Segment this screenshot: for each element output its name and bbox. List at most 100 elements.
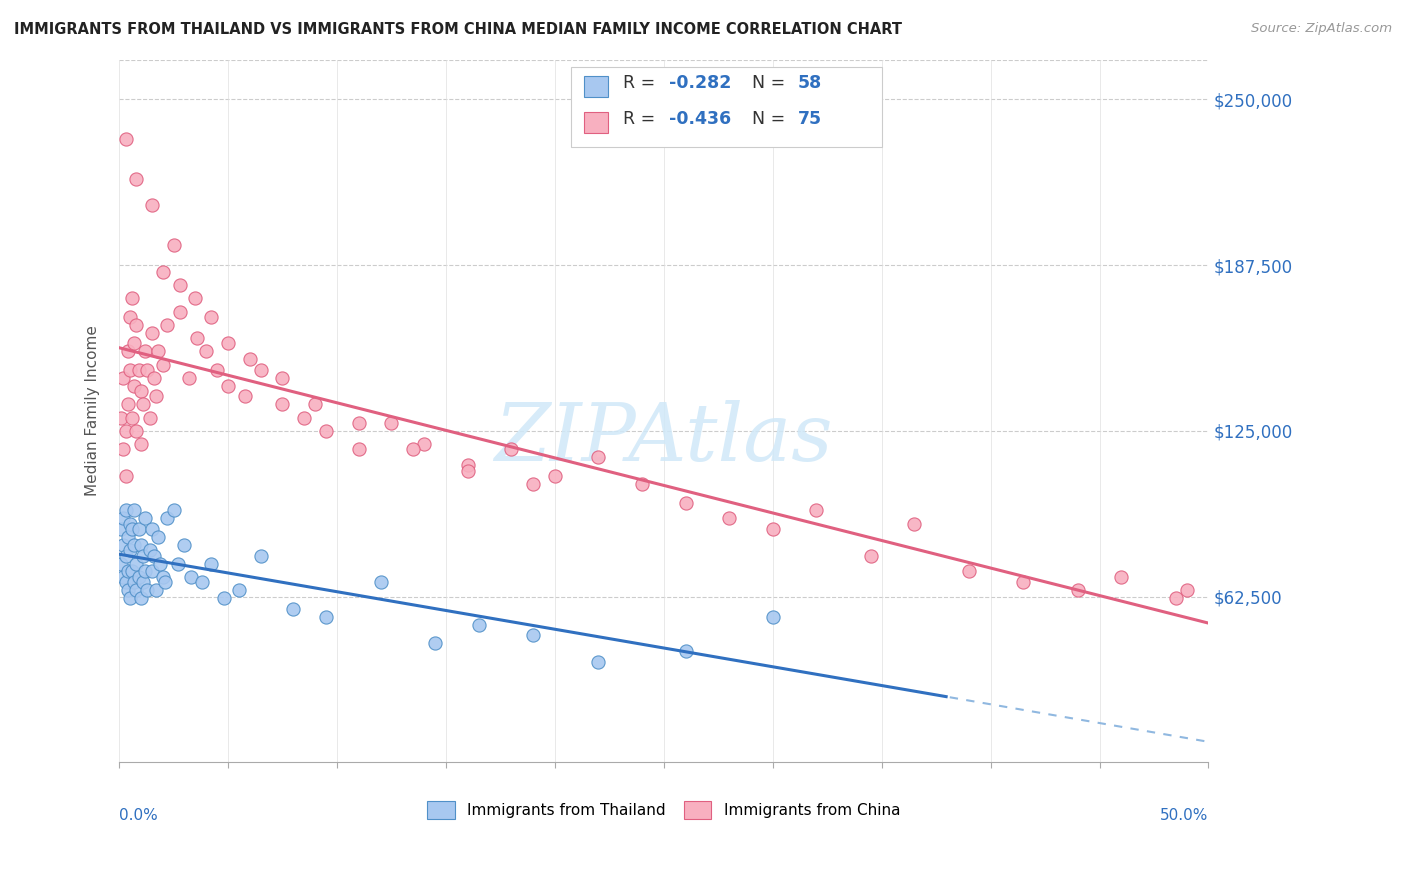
Text: ZIPAtlas: ZIPAtlas xyxy=(495,401,832,478)
Point xyxy=(124,379,146,393)
Point xyxy=(112,511,135,525)
Point xyxy=(110,522,132,536)
Point xyxy=(149,557,172,571)
Point xyxy=(957,565,980,579)
Point xyxy=(1175,582,1198,597)
Point xyxy=(148,530,170,544)
Point xyxy=(1067,582,1090,597)
Point xyxy=(128,363,150,377)
Point xyxy=(718,511,741,525)
Point xyxy=(675,644,697,658)
Point xyxy=(152,358,174,372)
Point xyxy=(292,410,315,425)
Point xyxy=(180,570,202,584)
Point xyxy=(117,397,139,411)
Point xyxy=(114,575,136,590)
Point xyxy=(117,530,139,544)
Point xyxy=(675,495,697,509)
Y-axis label: Median Family Income: Median Family Income xyxy=(86,326,100,497)
Point xyxy=(145,389,167,403)
Point xyxy=(200,557,222,571)
Point xyxy=(121,410,143,425)
Point xyxy=(423,636,446,650)
Point xyxy=(152,570,174,584)
Point xyxy=(156,318,179,332)
Point xyxy=(118,591,141,605)
Point xyxy=(162,238,184,252)
Point xyxy=(184,291,207,305)
Point xyxy=(134,511,156,525)
Point xyxy=(145,582,167,597)
Point xyxy=(136,582,159,597)
Text: 75: 75 xyxy=(797,110,823,128)
Point xyxy=(413,437,436,451)
Point xyxy=(128,522,150,536)
Point xyxy=(114,424,136,438)
Text: R =: R = xyxy=(623,74,661,93)
Point xyxy=(249,363,271,377)
Point xyxy=(177,371,200,385)
Point xyxy=(132,549,155,563)
FancyBboxPatch shape xyxy=(585,112,609,133)
Point xyxy=(121,522,143,536)
Point xyxy=(138,543,160,558)
Point xyxy=(169,278,191,293)
Text: -0.282: -0.282 xyxy=(669,74,731,93)
Point xyxy=(283,601,305,615)
Point xyxy=(129,591,152,605)
Point xyxy=(124,336,146,351)
Point xyxy=(522,628,544,642)
Point xyxy=(501,442,523,457)
Point xyxy=(110,410,132,425)
Point xyxy=(1111,570,1133,584)
Point xyxy=(239,352,262,367)
Point xyxy=(118,516,141,531)
Text: 58: 58 xyxy=(797,74,823,93)
Point xyxy=(141,522,163,536)
Point xyxy=(186,331,208,345)
Point xyxy=(467,617,489,632)
Text: IMMIGRANTS FROM THAILAND VS IMMIGRANTS FROM CHINA MEDIAN FAMILY INCOME CORRELATI: IMMIGRANTS FROM THAILAND VS IMMIGRANTS F… xyxy=(14,22,903,37)
Point xyxy=(1164,591,1187,605)
Point xyxy=(141,326,163,340)
Point xyxy=(1012,575,1035,590)
Point xyxy=(315,424,337,438)
Point xyxy=(125,424,148,438)
Point xyxy=(195,344,218,359)
Point xyxy=(132,397,155,411)
Point xyxy=(631,477,654,491)
Point xyxy=(138,410,160,425)
Point xyxy=(304,397,326,411)
Point xyxy=(112,570,135,584)
Text: N =: N = xyxy=(752,74,790,93)
Point xyxy=(457,464,479,478)
Point xyxy=(141,198,163,212)
Point xyxy=(148,344,170,359)
Point xyxy=(762,609,785,624)
Point xyxy=(859,549,882,563)
Point xyxy=(152,265,174,279)
Point xyxy=(125,557,148,571)
Point xyxy=(112,442,135,457)
Point xyxy=(217,336,239,351)
Point xyxy=(129,384,152,398)
Point xyxy=(124,538,146,552)
Text: 0.0%: 0.0% xyxy=(120,808,157,823)
Point xyxy=(162,503,184,517)
Text: 50.0%: 50.0% xyxy=(1160,808,1209,823)
Point xyxy=(156,511,179,525)
Text: N =: N = xyxy=(752,110,790,128)
Point xyxy=(347,442,370,457)
Point xyxy=(588,450,610,465)
Point xyxy=(173,538,195,552)
Point xyxy=(153,575,176,590)
Point xyxy=(118,363,141,377)
Point xyxy=(167,557,190,571)
Point xyxy=(522,477,544,491)
Point xyxy=(134,344,156,359)
Point xyxy=(114,132,136,146)
Point xyxy=(112,538,135,552)
Point xyxy=(121,565,143,579)
Point xyxy=(169,304,191,318)
Text: R =: R = xyxy=(623,110,661,128)
